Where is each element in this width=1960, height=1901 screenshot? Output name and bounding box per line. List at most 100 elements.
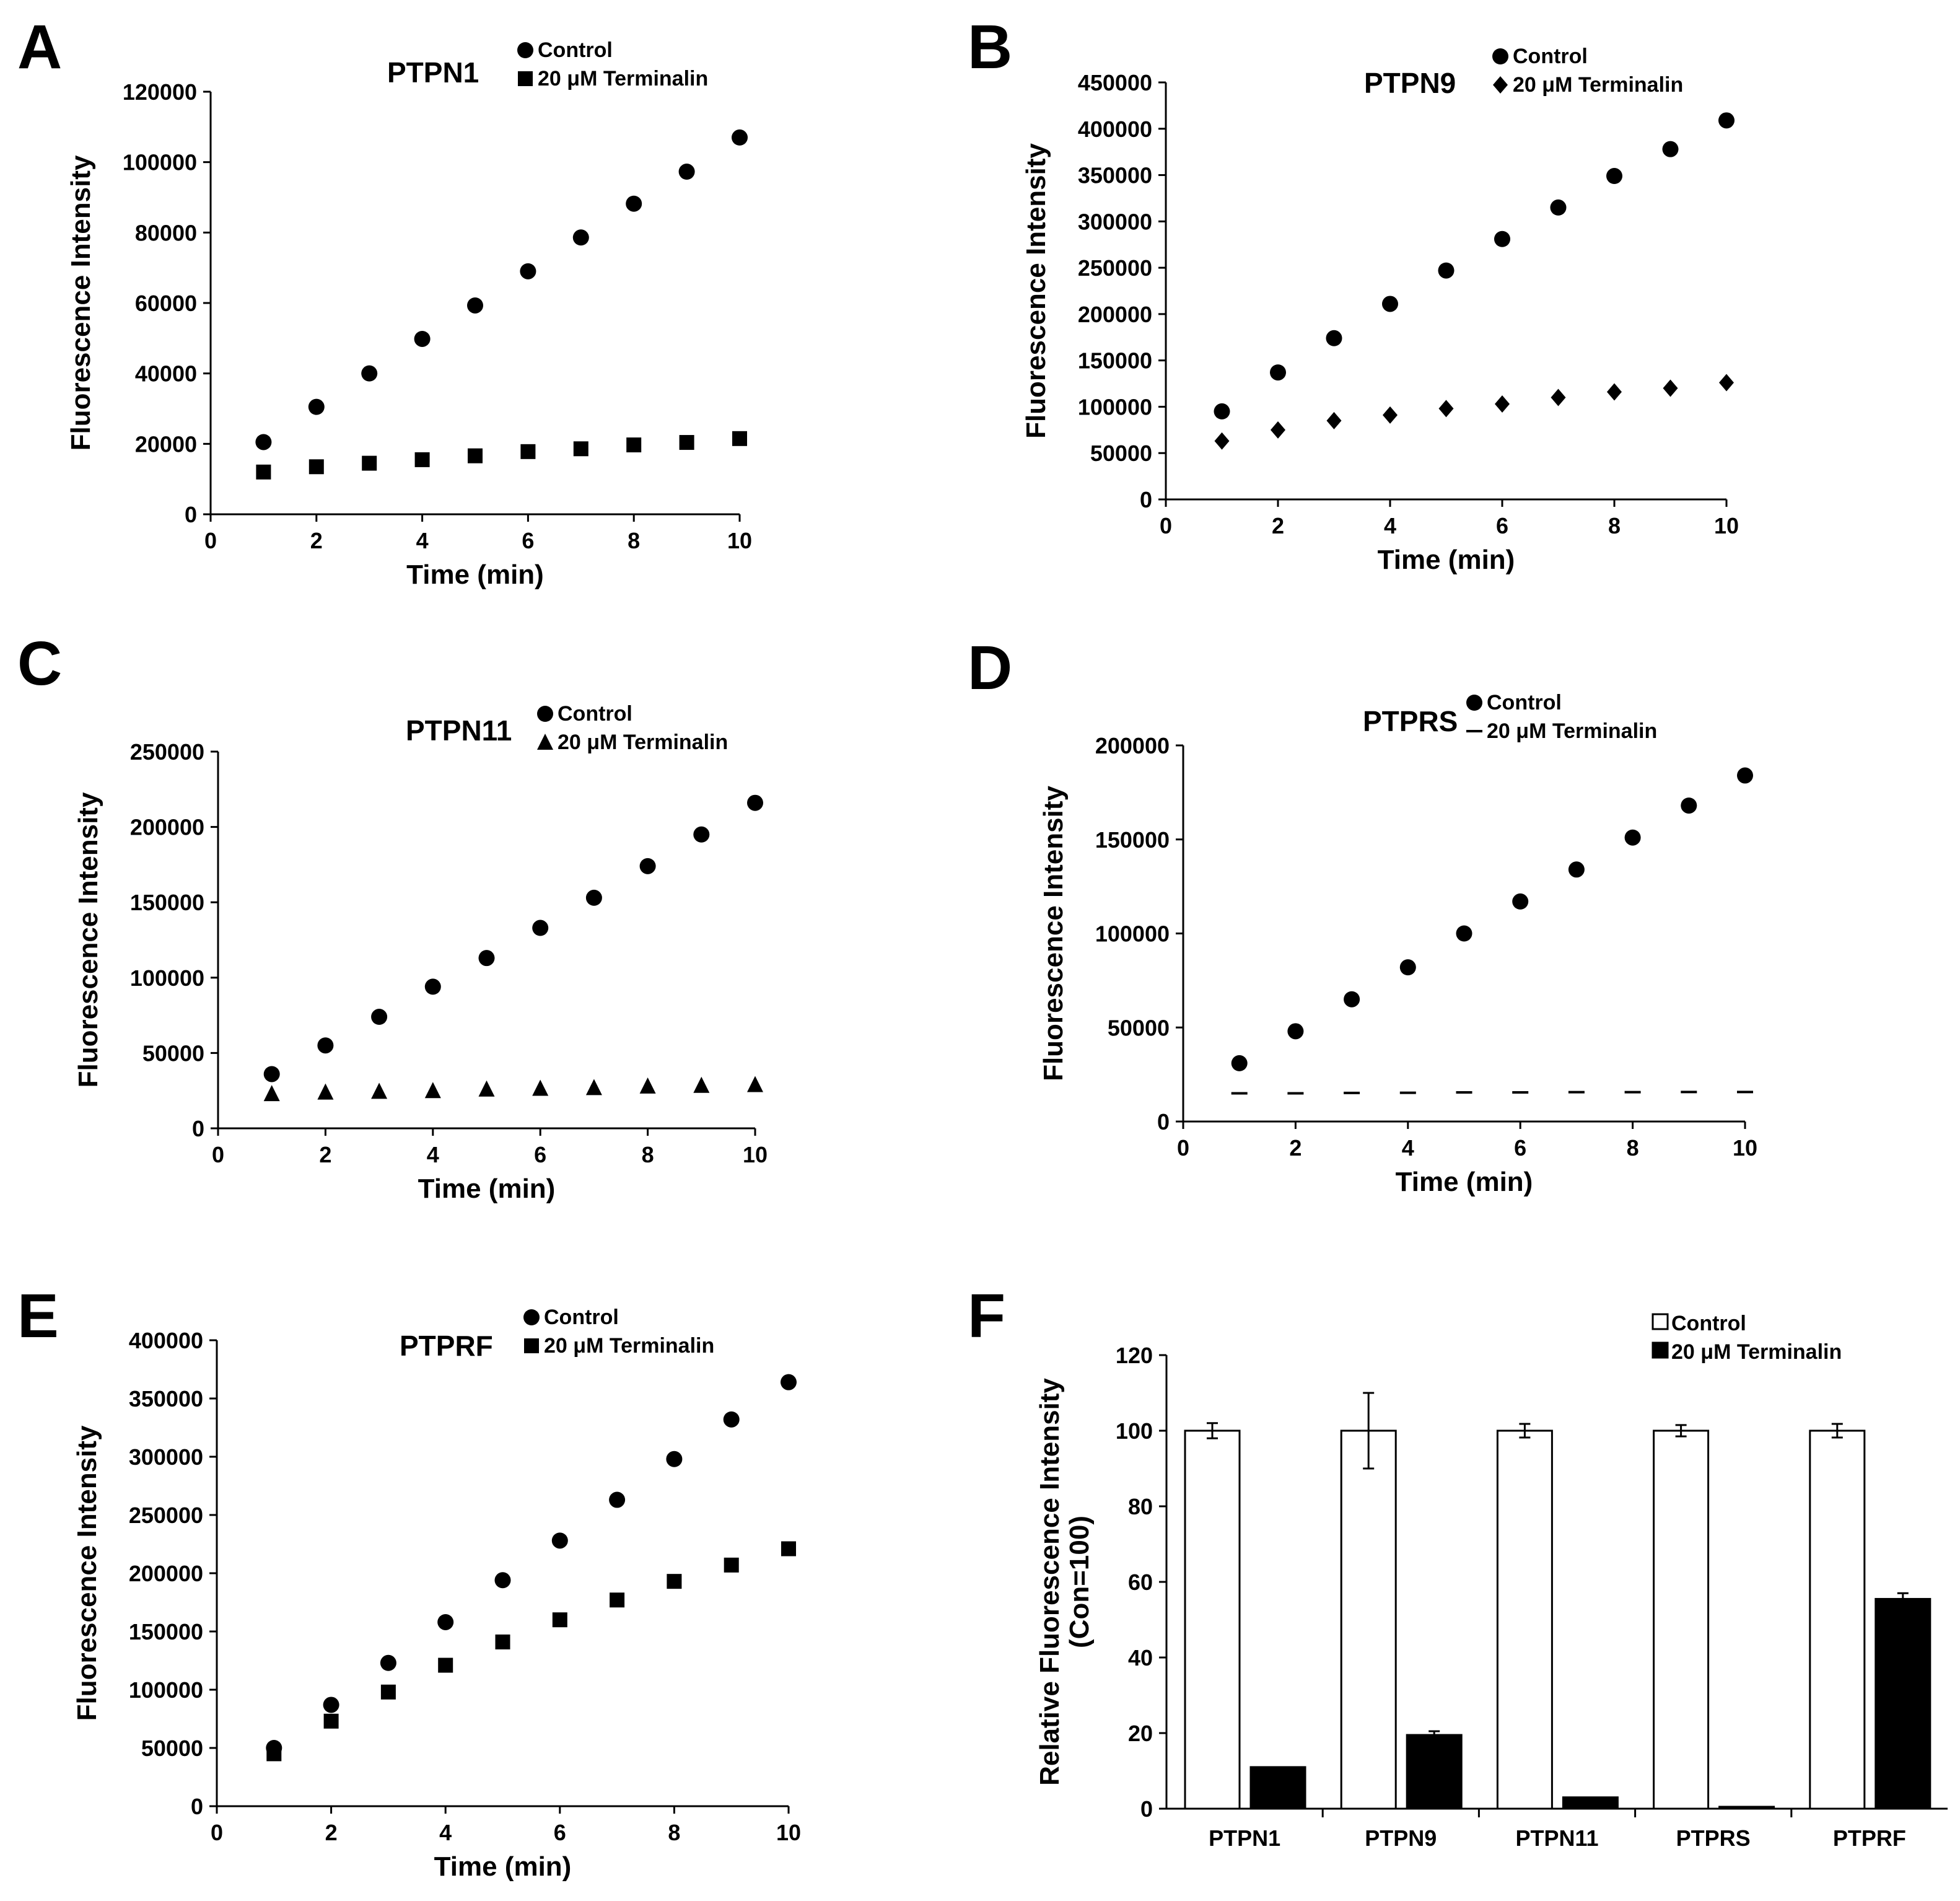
control-point <box>1718 112 1735 129</box>
y-tick-label: 300000 <box>1078 209 1152 234</box>
panel-b: 0 50000 100000 150000 200000 250000 300000 3500… <box>968 12 1739 575</box>
terminalin-point <box>724 1557 739 1573</box>
terminalin-point <box>1271 421 1285 439</box>
y-tick-label: 350000 <box>129 1386 203 1411</box>
control-point <box>551 1532 568 1549</box>
control-point <box>414 330 431 347</box>
chart-title: PTPN9 <box>1364 67 1456 99</box>
y-tick-label: 200000 <box>1095 733 1170 758</box>
y-tick-label: 400000 <box>129 1328 203 1353</box>
control-point <box>494 1572 511 1589</box>
y-axis-label: Fluorescence Intensity <box>72 1425 102 1721</box>
x-tick-label: 2 <box>319 1142 331 1167</box>
y-tick-label: 150000 <box>130 890 204 915</box>
y-tick-label: 150000 <box>1095 827 1170 853</box>
terminalin-point <box>552 1612 567 1628</box>
error-bar <box>1363 1392 1375 1470</box>
legend-marker <box>1652 1313 1669 1330</box>
control-point <box>1456 925 1472 942</box>
y-tick-label: 300000 <box>129 1444 203 1470</box>
x-tick-label: 2 <box>1272 513 1284 538</box>
terminalin-point <box>520 444 536 459</box>
terminalin-point <box>371 1082 388 1099</box>
panel-letter: A <box>17 12 62 82</box>
control-point <box>1662 141 1679 157</box>
control-point <box>1512 893 1529 910</box>
control-point <box>323 1697 339 1713</box>
legend-label: 20 μM Terminalin <box>1513 73 1683 97</box>
legend-marker <box>517 42 533 58</box>
terminalin-point <box>781 1541 796 1556</box>
y-tick-label: 0 <box>192 1116 204 1141</box>
terminalin-bar <box>1562 1796 1619 1810</box>
terminalin-bar <box>1249 1766 1306 1810</box>
chart-title: PTPN11 <box>406 714 512 747</box>
terminalin-point <box>1438 400 1454 418</box>
terminalin-point <box>414 452 430 467</box>
terminalin-point <box>610 1592 625 1608</box>
x-tick-label: 6 <box>1514 1135 1526 1161</box>
x-tick-label: 2 <box>310 528 323 553</box>
x-tick-label: 8 <box>628 528 640 553</box>
terminalin-bar <box>1718 1806 1775 1810</box>
y-tick-label: 120 <box>1116 1343 1153 1368</box>
x-tick-label: 0 <box>1177 1135 1189 1161</box>
terminalin-point <box>308 459 324 475</box>
control-point <box>532 920 549 936</box>
control-point <box>1494 230 1510 247</box>
y-tick-label: 50000 <box>142 1040 204 1066</box>
control-point <box>678 164 695 180</box>
control-point <box>1382 296 1398 312</box>
terminalin-point <box>1214 432 1230 450</box>
y-tick-label: 40 <box>1128 1645 1153 1671</box>
terminalin-point <box>639 1077 656 1094</box>
control-point <box>609 1491 626 1508</box>
error-bar <box>1897 1592 1909 1606</box>
x-tick-label: 0 <box>204 528 217 553</box>
control-point <box>639 858 656 874</box>
control-point <box>308 398 325 415</box>
panel-d: 0 50000 100000 150000 200000 Fluorescence Int… <box>968 633 1757 1197</box>
y-tick-label: 350000 <box>1078 163 1152 188</box>
legend-label: 20 μM Terminalin <box>538 67 708 90</box>
control-point <box>1270 364 1286 381</box>
y-tick-label: 20000 <box>135 431 197 457</box>
control-point <box>1624 829 1641 846</box>
control-point <box>263 1066 280 1082</box>
legend-marker <box>537 706 553 722</box>
terminalin-point <box>362 455 377 471</box>
terminalin-point <box>468 448 483 463</box>
chart-title: PTPRS <box>1363 705 1458 737</box>
legend-label: Control <box>1487 691 1562 714</box>
chart-title: PTPRF <box>400 1330 493 1362</box>
y-tick-label: 50000 <box>1090 441 1152 466</box>
control-point <box>467 297 483 314</box>
y-tick-label: 250000 <box>1078 255 1152 281</box>
control-point <box>1438 262 1455 279</box>
control-point <box>361 365 378 382</box>
legend-marker <box>1466 695 1482 711</box>
terminalin-point <box>495 1634 510 1649</box>
x-tick-label: 2 <box>1289 1135 1302 1161</box>
y-tick-label: 40000 <box>135 361 197 387</box>
y-tick-label: 0 <box>191 1794 203 1819</box>
panel-letter: B <box>968 12 1012 82</box>
terminalin-point <box>679 435 694 450</box>
error-bar <box>1207 1422 1218 1439</box>
control-point <box>1231 1055 1248 1071</box>
control-point <box>424 978 441 995</box>
x-tick-label: 4 <box>427 1142 439 1167</box>
x-tick-label: 8 <box>1627 1135 1639 1161</box>
x-tick-label: 4 <box>1384 513 1396 538</box>
terminalin-point <box>266 1746 282 1762</box>
y-axis-label: (Con=100) <box>1064 1516 1095 1648</box>
x-tick-label: 10 <box>743 1142 768 1167</box>
y-axis-label: Fluorescence Intensity <box>66 155 96 450</box>
legend-label: 20 μM Terminalin <box>1671 1340 1842 1364</box>
y-tick-label: 0 <box>185 502 197 527</box>
terminalin-point <box>1326 411 1342 429</box>
panel-letter: D <box>968 633 1012 703</box>
y-axis-label: Fluorescence Intensity <box>1038 786 1069 1081</box>
control-point <box>317 1037 334 1054</box>
